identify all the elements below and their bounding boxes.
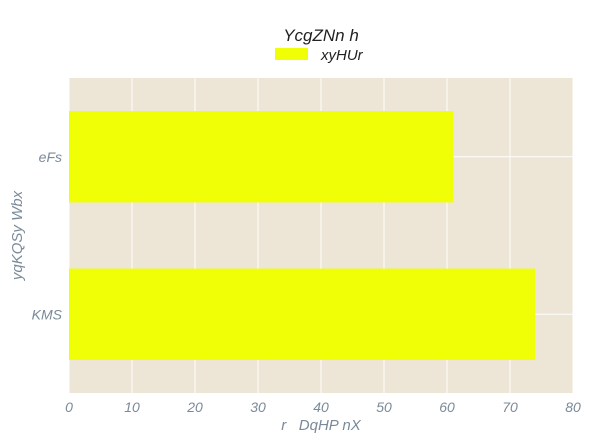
bar-eFs: [69, 111, 454, 203]
x-tick-label: 70: [502, 399, 518, 415]
bars: [69, 111, 536, 360]
chart-title: YcgZNn h: [283, 26, 359, 45]
y-tick-label: eFs: [39, 149, 62, 165]
bar-KMS: [69, 268, 536, 360]
x-tick-label: 60: [439, 399, 455, 415]
y-axis-label: yqKQSy Wbx: [9, 190, 26, 281]
y-tick-label: KMS: [32, 306, 63, 322]
x-tick-label: 0: [65, 399, 73, 415]
legend-label: xyHUr: [320, 47, 364, 64]
x-tick-label: 20: [186, 399, 203, 415]
x-tick-label: 10: [124, 399, 140, 415]
x-axis-label: r DqHP nX: [281, 417, 361, 434]
x-tick-label: 80: [565, 399, 581, 415]
x-tick-label: 50: [376, 399, 392, 415]
legend-swatch: [275, 48, 308, 60]
x-axis-ticks: 0 10 20 30 40 50 60 70 80: [65, 399, 581, 415]
x-tick-label: 30: [250, 399, 266, 415]
y-axis-ticks: eFs KMS: [32, 149, 63, 323]
x-tick-label: 40: [313, 399, 329, 415]
